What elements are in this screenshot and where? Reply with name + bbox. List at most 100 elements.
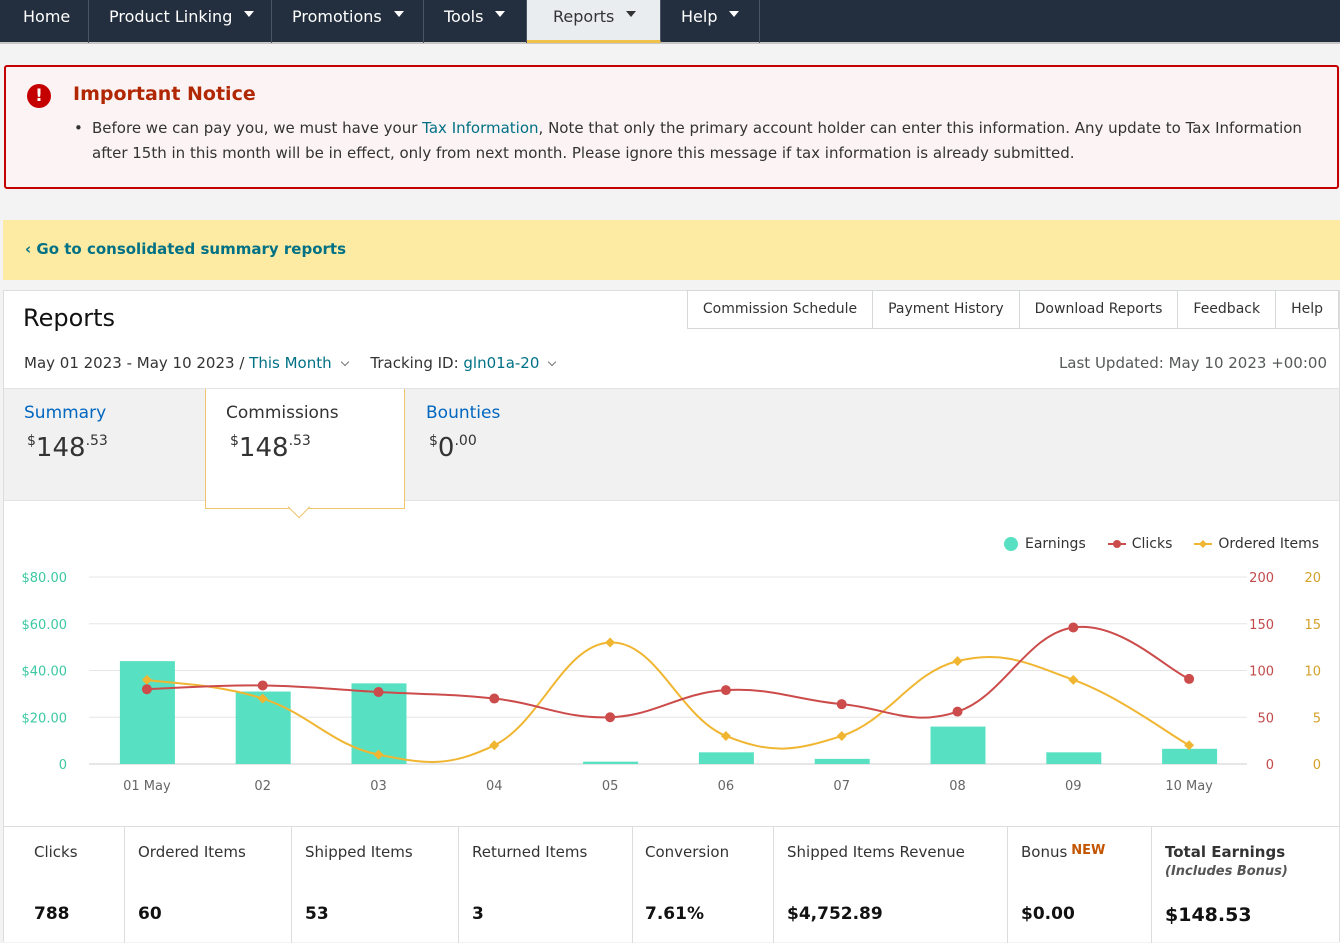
y-right1-tick-label: 0 xyxy=(1266,758,1274,773)
earnings-dot-icon xyxy=(1003,537,1018,551)
clicks-point xyxy=(605,712,616,723)
commissions-tab[interactable]: Commissions $148.53 xyxy=(205,389,405,509)
summary-currency: $ xyxy=(27,433,36,449)
x-tick-label: 04 xyxy=(486,779,503,794)
summary-strip: Summary $148.53 Commissions $148.53 Boun… xyxy=(4,388,1339,509)
nav-reports[interactable]: Reports xyxy=(527,0,661,43)
nav-home-label: Home xyxy=(23,7,71,26)
stat-returned-items-value: 3 xyxy=(472,904,484,924)
earnings-bar xyxy=(930,726,986,764)
notice-body: Before we can pay you, we must have your… xyxy=(72,116,1312,166)
stat-bonus: Bonus NEW $0.00 xyxy=(1008,827,1152,943)
ordered-items-point xyxy=(952,656,963,667)
y-right2-tick-label: 0 xyxy=(1313,758,1321,773)
stat-total-earnings-label-wrap: Total Earnings (Includes Bonus) xyxy=(1165,843,1288,879)
chart-legend: Earnings Clicks Ordered Items xyxy=(982,536,1319,552)
y-right2-tick-label: 5 xyxy=(1313,711,1321,726)
clicks-point xyxy=(720,685,731,696)
clicks-point xyxy=(489,693,500,704)
nav-promotions[interactable]: Promotions xyxy=(272,0,424,43)
clicks-line xyxy=(146,625,1190,719)
tab-feedback[interactable]: Feedback xyxy=(1177,290,1276,329)
x-tick-label: 01 May xyxy=(123,779,171,794)
clicks-point xyxy=(373,687,384,698)
bounties-cents: .00 xyxy=(454,433,477,449)
notice-text-before: Before we can pay you, we must have your xyxy=(92,119,423,137)
stat-total-earnings-label: Total Earnings xyxy=(1165,843,1286,861)
commissions-currency: $ xyxy=(230,433,239,449)
bounties-tab-label: Bounties xyxy=(426,403,501,423)
y-right2-tick-label: 20 xyxy=(1304,571,1321,586)
stat-clicks: Clicks 788 xyxy=(4,827,125,943)
consolidated-banner: ‹ Go to consolidated summary reports xyxy=(3,220,1340,280)
tab-download-reports[interactable]: Download Reports xyxy=(1018,290,1178,329)
stat-clicks-value: 788 xyxy=(34,904,70,924)
nav-help[interactable]: Help xyxy=(661,0,760,43)
y-right2-tick-label: 15 xyxy=(1304,618,1321,633)
bounties-tab[interactable]: Bounties $0.00 xyxy=(406,389,606,502)
nav-tools[interactable]: Tools xyxy=(424,0,527,43)
chevron-down-icon[interactable] xyxy=(548,357,557,367)
x-tick-label: 03 xyxy=(370,779,387,794)
stat-bonus-label: Bonus xyxy=(1021,843,1068,861)
nav-help-label: Help xyxy=(681,7,718,26)
chevron-down-icon[interactable] xyxy=(340,357,349,367)
stats-row: Clicks 788 Ordered Items 60 Shipped Item… xyxy=(4,826,1339,943)
nav-product-linking-label: Product Linking xyxy=(109,7,233,26)
stat-ordered-items: Ordered Items 60 xyxy=(125,827,292,943)
nav-home[interactable]: Home xyxy=(3,0,89,43)
stat-shipped-revenue-label: Shipped Items Revenue xyxy=(787,843,965,861)
summary-tab[interactable]: Summary $148.53 xyxy=(4,389,204,502)
last-updated: Last Updated: May 10 2023 +00:00 xyxy=(1058,354,1327,372)
stat-conversion: Conversion 7.61% xyxy=(633,827,774,943)
nav-promotions-label: Promotions xyxy=(292,7,382,26)
y-right2-tick-label: 10 xyxy=(1304,665,1321,680)
tax-information-link[interactable]: Tax Information xyxy=(422,119,539,137)
period-selector[interactable]: This Month xyxy=(249,354,332,372)
page-title: Reports xyxy=(23,304,116,332)
y-right1-tick-label: 100 xyxy=(1249,665,1274,680)
reports-panel: Reports Commission Schedule Payment Hist… xyxy=(3,290,1340,943)
earnings-bar xyxy=(698,752,754,764)
clicks-point xyxy=(836,699,847,710)
stat-bonus-label-wrap: Bonus NEW xyxy=(1021,843,1105,861)
stat-ordered-items-label: Ordered Items xyxy=(138,843,246,861)
bounties-whole: 0 xyxy=(437,433,455,463)
tab-commission-schedule[interactable]: Commission Schedule xyxy=(686,290,873,329)
important-notice: ! Important Notice Before we can pay you… xyxy=(4,65,1339,189)
y-left-tick-label: $40.00 xyxy=(22,665,68,680)
notice-title: Important Notice xyxy=(73,83,256,105)
stat-shipped-items: Shipped Items 53 xyxy=(292,827,459,943)
nav-product-linking[interactable]: Product Linking xyxy=(89,0,272,43)
stat-total-earnings-sub: (Includes Bonus) xyxy=(1165,864,1288,879)
x-tick-label: 02 xyxy=(254,779,271,794)
ordered-items-point xyxy=(836,730,847,741)
commissions-amount: $148.53 xyxy=(230,433,311,463)
date-filter: May 01 2023 - May 10 2023 / This Month T… xyxy=(24,354,557,372)
earnings-bar xyxy=(583,761,639,764)
ordered-items-point xyxy=(141,674,152,685)
top-nav: Home Product Linking Promotions Tools Re… xyxy=(0,0,1340,44)
earnings-bar xyxy=(814,758,870,764)
ordered-items-point xyxy=(373,749,384,760)
stat-shipped-items-label: Shipped Items xyxy=(305,843,413,861)
date-separator: / xyxy=(234,354,250,372)
tracking-id-selector[interactable]: gln01a-20 xyxy=(463,354,540,372)
summary-cents: .53 xyxy=(85,433,108,449)
earnings-chart: 0 0 0$20.00 50 5$40.00 100 10$60.00 150 15$80.00… xyxy=(22,571,1322,794)
legend-clicks[interactable]: Clicks xyxy=(1107,536,1172,552)
legend-earnings[interactable]: Earnings xyxy=(1003,536,1086,552)
tab-payment-history[interactable]: Payment History xyxy=(872,290,1019,329)
earnings-bar xyxy=(235,691,291,764)
clicks-point xyxy=(1184,673,1195,684)
stat-conversion-label: Conversion xyxy=(645,843,730,861)
ordered-items-marker-icon xyxy=(1194,540,1213,548)
x-tick-label: 09 xyxy=(1065,779,1082,794)
consolidated-summary-link[interactable]: ‹ Go to consolidated summary reports xyxy=(25,240,346,258)
y-left-tick-label: 0 xyxy=(59,758,67,773)
y-right1-tick-label: 200 xyxy=(1249,571,1274,586)
tab-help[interactable]: Help xyxy=(1275,290,1339,329)
summary-whole: 148 xyxy=(35,433,86,463)
ordered-items-point xyxy=(720,730,731,741)
legend-ordered-items[interactable]: Ordered Items xyxy=(1194,536,1319,552)
